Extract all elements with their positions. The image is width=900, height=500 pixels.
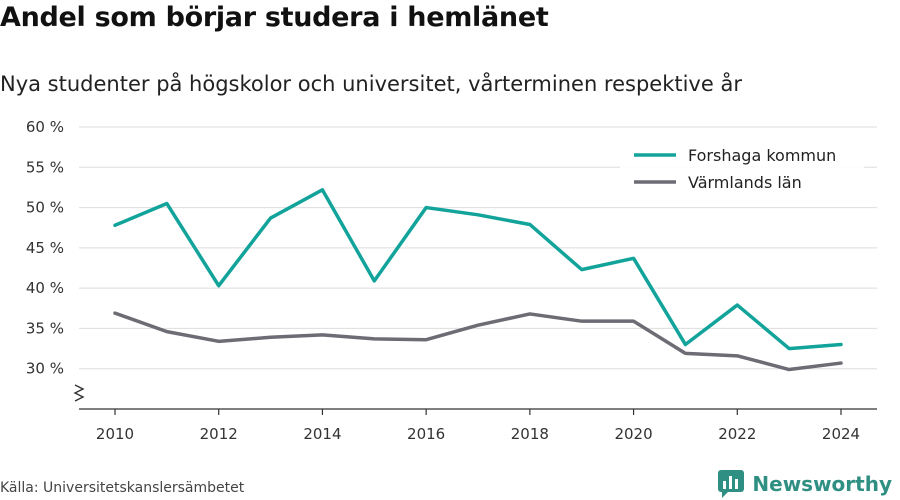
x-tick-label: 2022: [718, 425, 756, 443]
y-tick-label: 30 %: [26, 360, 64, 378]
brand-name: Newsworthy: [752, 472, 892, 496]
brand-logo: Newsworthy: [718, 470, 892, 498]
series-line-0: [113, 188, 843, 351]
y-tick-label: 60 %: [26, 118, 64, 136]
y-tick-label: 50 %: [26, 199, 64, 217]
legend: Forshaga kommun Värmlands län: [620, 137, 864, 205]
series-line-1: [113, 311, 843, 372]
legend-label-1: Värmlands län: [688, 173, 802, 192]
x-tick-label: 2024: [822, 425, 860, 443]
source-note: Källa: Universitetskanslersämbetet: [0, 480, 245, 496]
x-tick-label: 2018: [511, 425, 549, 443]
axes: 30 % 35 % 40 % 45 % 50 % 55 % 60 % 2010 2012 2014…: [26, 118, 877, 443]
chart-subtitle: Nya studenter på högskolor och universit…: [0, 72, 742, 96]
legend-box: [620, 137, 864, 205]
x-tick-label: 2012: [200, 425, 238, 443]
x-tick-label: 2010: [96, 425, 134, 443]
x-tick-label: 2016: [407, 425, 445, 443]
newsworthy-logo-icon: [718, 470, 745, 498]
chart-title: Andel som börjar studera i hemlänet: [0, 2, 549, 33]
y-tick-label: 55 %: [26, 158, 64, 176]
line-chart: 30 % 35 % 40 % 45 % 50 % 55 % 60 % 2010 2012 2014…: [26, 118, 877, 443]
x-tick-label: 2020: [614, 425, 652, 443]
y-tick-label: 40 %: [26, 279, 64, 297]
axis-break-icon: [73, 384, 85, 402]
y-tick-label: 45 %: [26, 239, 64, 257]
series-lines: [113, 188, 843, 372]
legend-label-0: Forshaga kommun: [688, 146, 836, 165]
x-tick-label: 2014: [303, 425, 341, 443]
y-tick-label: 35 %: [26, 319, 64, 337]
